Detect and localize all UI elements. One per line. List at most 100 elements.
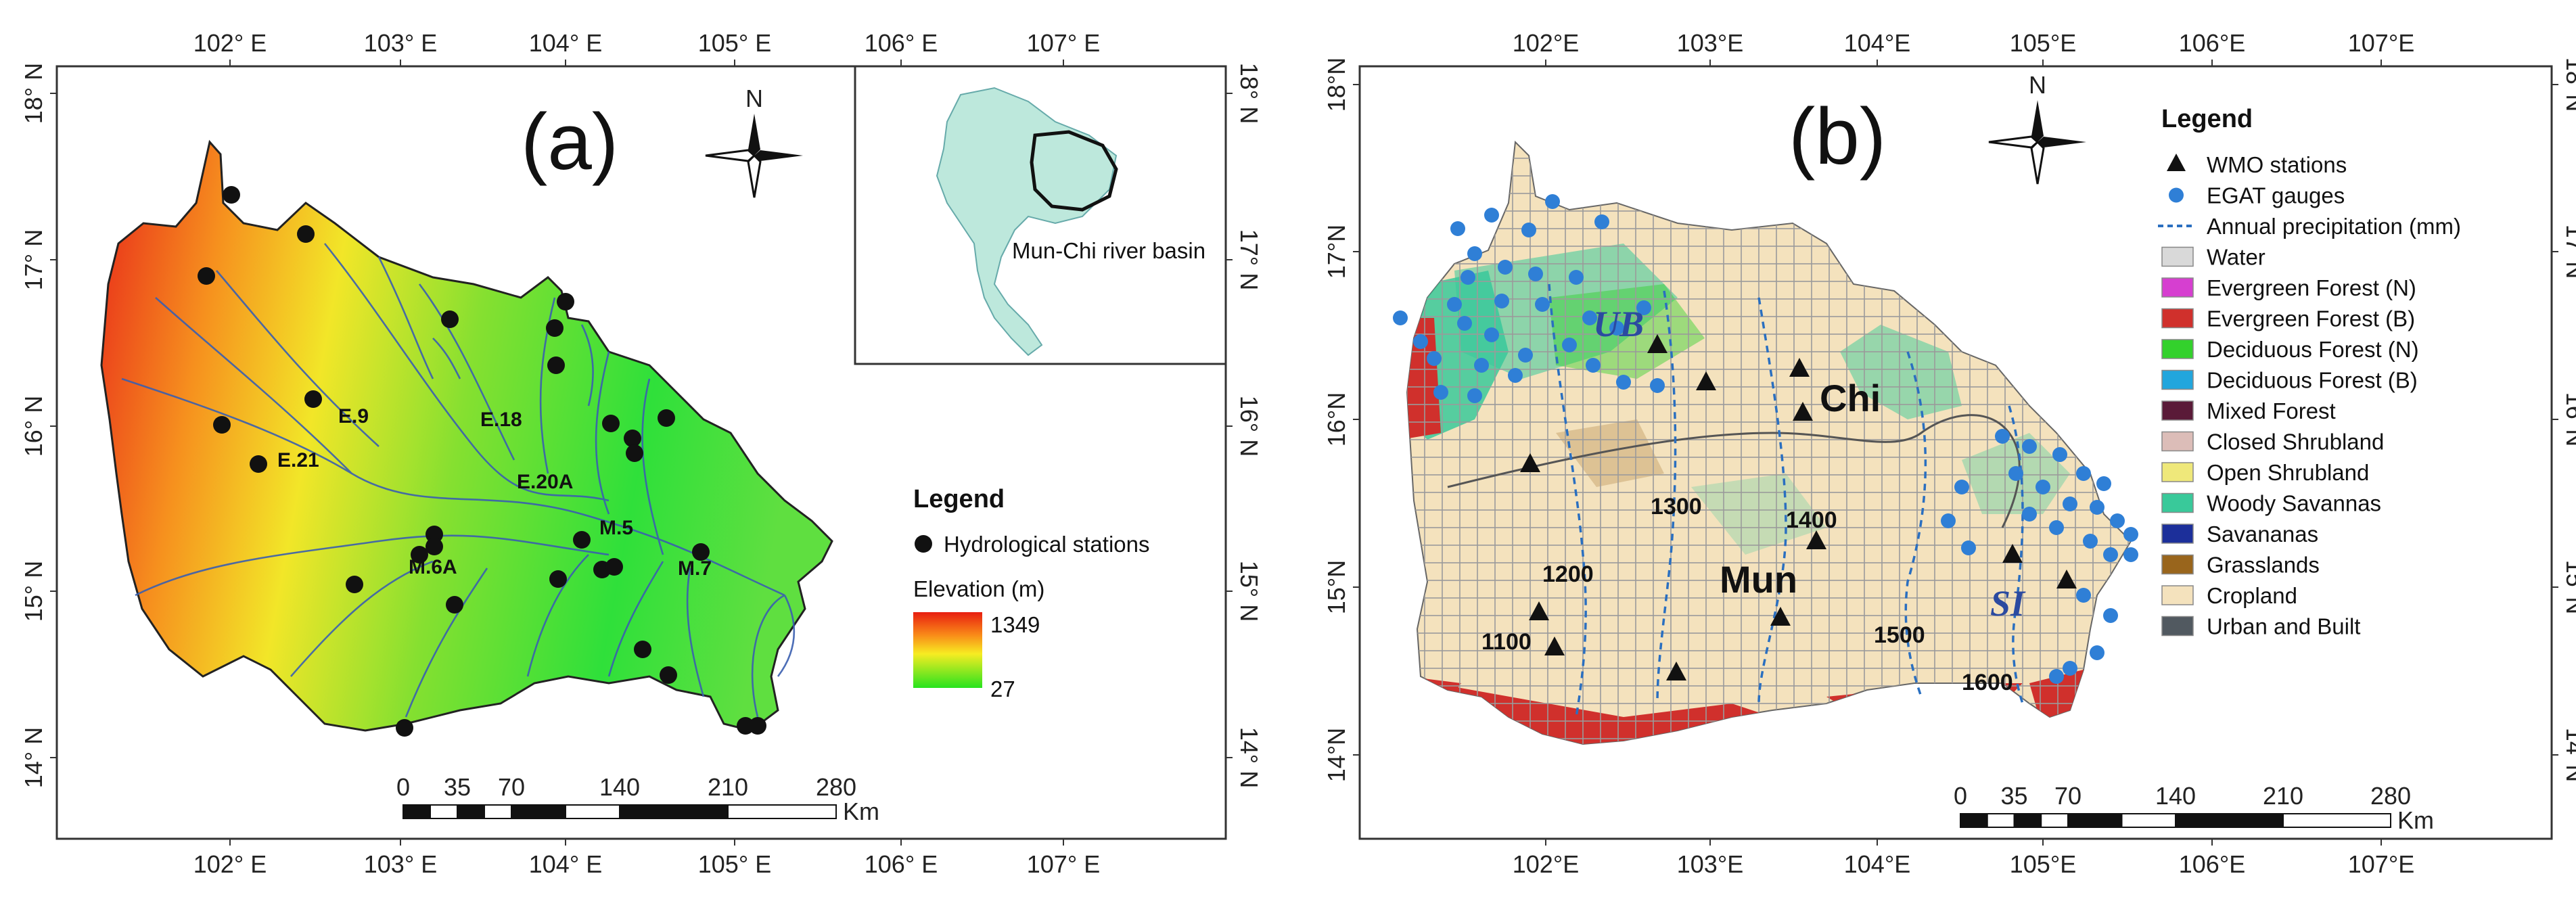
egat-gauge (1467, 246, 1482, 261)
y-tick-label-left: 15°N (1322, 560, 1350, 614)
egat-gauge (1650, 378, 1665, 393)
inset-map: Mun-Chi river basin (854, 65, 1227, 365)
y-tick-label-right: 15°N (2561, 560, 2576, 614)
egat-gauge (1528, 267, 1543, 281)
isohyet-label: 1400 (1786, 507, 1837, 533)
egat-gauge (1413, 334, 1428, 349)
wmo-symbol (2167, 154, 2186, 171)
egat-gauge (1467, 388, 1482, 403)
legend-item-label: Grasslands (2207, 553, 2320, 578)
inset-label: Mun-Chi river basin (1012, 238, 1205, 263)
scale-unit: Km (843, 798, 879, 825)
isohyet-labels: 1300 1400 1200 1100 1500 1600 (1481, 494, 2013, 695)
scale-segment (565, 804, 620, 819)
egat-gauge (2049, 520, 2064, 535)
wmo-station (2056, 570, 2077, 588)
egat-gauge (2123, 547, 2138, 562)
hydrological-station (441, 310, 459, 328)
station-label: M.5 (599, 517, 633, 539)
scale-tick-label: 280 (816, 773, 856, 801)
egat-gauge (1594, 214, 1609, 229)
hydrological-station (658, 409, 675, 427)
egat-gauge (1484, 208, 1499, 223)
north-label-b: N (2029, 71, 2046, 99)
hydrological-station (446, 596, 463, 614)
wmo-station (1793, 402, 1813, 421)
hydrological-station (549, 570, 567, 588)
egat-gauge (1433, 385, 1448, 400)
y-tick-label-right: 15° N (1235, 561, 1263, 622)
y-tick-label-right: 18° N (1235, 63, 1263, 124)
egat-gauge (1484, 327, 1499, 342)
egat-gauge (1508, 368, 1523, 383)
legend-item-label: Cropland (2207, 583, 2297, 608)
legend-item-label: Water (2207, 245, 2266, 270)
scale-tick-label: 35 (444, 773, 471, 801)
panel-b-ticks: 102°E 102°E 103°E 103°E 104°E 104°E 105°E 105°E… (1322, 29, 2576, 878)
egat-gauge (1961, 540, 1976, 555)
y-tick-label-right: 17°N (2561, 225, 2576, 279)
egat-symbol (2169, 187, 2184, 203)
egat-gauge (1494, 294, 1509, 308)
legend-item-label: Evergreen Forest (B) (2207, 306, 2415, 331)
hydrological-station (624, 430, 641, 447)
hydrological-station (411, 546, 428, 563)
x-tick-label-bottom: 106°E (2179, 850, 2245, 878)
egat-gauge (1393, 310, 1408, 325)
scale-tick-label: 210 (2263, 782, 2303, 810)
legend-item-label: Annual precipitation (mm) (2207, 214, 2461, 239)
legend-a-title: Legend (913, 485, 1005, 513)
egat-gauge (2052, 447, 2067, 462)
open-shrubland-swatch (2161, 462, 2194, 482)
x-tick-label-bottom: 102° E (193, 850, 267, 878)
egat-gauge (1941, 513, 1956, 528)
wmo-station (1696, 371, 1716, 390)
legend-item-label: WMO stations (2207, 152, 2347, 177)
y-tick-label-right: 16° N (1235, 396, 1263, 457)
x-tick-label-top: 107° E (1027, 29, 1100, 57)
savananas-swatch (2161, 524, 2194, 544)
legend-station-label: Hydrological stations (944, 532, 1149, 557)
hydrological-station (692, 543, 710, 561)
egat-gauges (1393, 194, 2138, 684)
x-tick-label-bottom: 103°E (1677, 850, 1743, 878)
panel-b: 102°E 102°E 103°E 103°E 104°E 104°E 105°E 105°E… (1322, 29, 2576, 878)
north-arrow-a: N (705, 85, 803, 198)
x-tick-label-top: 106° E (865, 29, 938, 57)
scale-segment (402, 804, 431, 819)
hydrological-station (426, 526, 443, 543)
egat-gauge (2063, 661, 2077, 676)
egat-gauge (2103, 547, 2118, 562)
egat-gauge (2049, 669, 2064, 684)
scale-tick-label: 0 (396, 773, 410, 801)
grasslands-swatch (2161, 554, 2194, 575)
station-label: E.9 (338, 405, 369, 428)
station-label: M.7 (678, 557, 712, 580)
egat-gauge (2110, 513, 2125, 528)
egat-gauge (2022, 439, 2037, 454)
wmo-station (1520, 453, 1540, 472)
egat-gauge (1474, 358, 1489, 373)
river-network (121, 243, 796, 718)
y-tick-label-right: 18°N (2561, 57, 2576, 112)
legend-item-label: Evergreen Forest (N) (2207, 275, 2416, 300)
hydrological-station (213, 416, 231, 434)
egat-gauge (2090, 645, 2104, 660)
egat-gauge (1609, 321, 1624, 336)
north-arrow-b: N (1988, 71, 2086, 185)
legend-b: Legend WMO stations EGAT gauges Annual prec… (2158, 105, 2461, 639)
station-label: M.6A (409, 556, 457, 578)
cropland-swatch (2161, 585, 2194, 605)
hydrological-station (749, 717, 766, 735)
scale-tick-label: 70 (2054, 782, 2082, 810)
label-mun: Mun (1720, 558, 1797, 601)
elev-min-label: 27 (990, 676, 1015, 701)
hydrological-station (304, 390, 322, 408)
hydrological-station (297, 225, 315, 243)
station-label: E.18 (480, 409, 522, 431)
y-tick-label-left: 15° N (20, 561, 47, 622)
hydrological-station (557, 293, 574, 310)
egat-gauge (1535, 297, 1550, 312)
wmo-station (1806, 530, 1826, 549)
